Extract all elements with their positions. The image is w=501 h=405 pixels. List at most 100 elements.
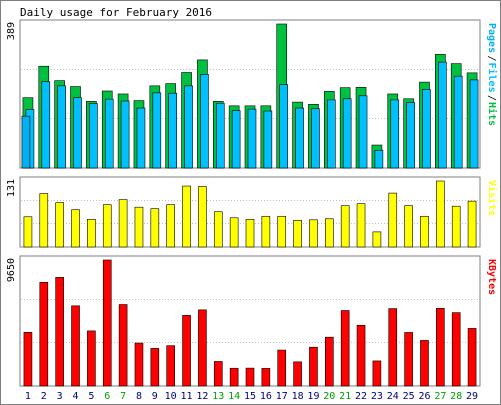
bar-kbytes-day-16 bbox=[261, 368, 271, 387]
bar-kbytes-day-15 bbox=[245, 367, 255, 387]
x-tick-label-day-12: 12 bbox=[196, 391, 208, 402]
bar-files-day-23 bbox=[374, 149, 384, 169]
bar-files-day-14 bbox=[231, 110, 241, 169]
bar-visits-day-20 bbox=[325, 218, 334, 248]
bar-files-day-8 bbox=[136, 107, 146, 169]
bar-visits-day-21 bbox=[340, 205, 350, 248]
bar-kbytes-day-29 bbox=[467, 328, 477, 387]
bar-files-day-6 bbox=[104, 98, 114, 169]
x-tick-label-day-9: 9 bbox=[152, 391, 158, 402]
bar-files-day-12 bbox=[200, 74, 209, 169]
legend-hits: Hits bbox=[486, 102, 498, 126]
bar-visits-day-7 bbox=[118, 199, 128, 248]
bar-kbytes-day-19 bbox=[309, 346, 318, 387]
bar-visits-day-19 bbox=[309, 219, 318, 248]
x-tick-label-day-27: 27 bbox=[434, 391, 446, 402]
bar-kbytes-day-18 bbox=[293, 361, 302, 387]
bar-files-day-9 bbox=[152, 92, 162, 169]
bar-visits-day-14 bbox=[229, 217, 239, 248]
bar-kbytes-day-28 bbox=[451, 312, 461, 387]
bar-visits-day-11 bbox=[182, 185, 191, 248]
legend-visits: Visits bbox=[486, 180, 498, 216]
x-tick-label-day-15: 15 bbox=[244, 391, 256, 402]
bar-kbytes-day-1 bbox=[23, 332, 33, 387]
bar-files-day-16 bbox=[263, 110, 273, 169]
bar-visits-day-26 bbox=[420, 215, 429, 248]
bar-visits-day-12 bbox=[198, 186, 207, 248]
x-tick-label-day-29: 29 bbox=[466, 391, 478, 402]
legend-kbytes: KBytes bbox=[486, 259, 497, 295]
x-tick-label-day-5: 5 bbox=[88, 391, 94, 402]
bar-kbytes-day-23 bbox=[372, 360, 382, 387]
bar-visits-day-5 bbox=[87, 218, 96, 248]
bar-visits-day-17 bbox=[277, 215, 287, 248]
bar-visits-day-9 bbox=[150, 208, 160, 248]
y-max-label-kbytes: 9650 bbox=[6, 258, 17, 282]
x-tick-label-day-2: 2 bbox=[41, 391, 47, 402]
x-tick-label-day-10: 10 bbox=[165, 391, 177, 402]
bar-visits-day-3 bbox=[55, 202, 64, 248]
bar-kbytes-day-14 bbox=[229, 367, 239, 387]
bar-visits-day-29 bbox=[467, 200, 477, 248]
bar-visits-day-16 bbox=[261, 215, 271, 248]
bar-kbytes-day-20 bbox=[325, 336, 334, 387]
bar-kbytes-day-12 bbox=[198, 309, 207, 387]
bar-visits-day-4 bbox=[71, 209, 80, 248]
x-tick-label-day-4: 4 bbox=[73, 391, 79, 402]
bar-files-day-25 bbox=[406, 102, 415, 169]
x-tick-label-day-26: 26 bbox=[418, 391, 430, 402]
bar-kbytes-day-11 bbox=[182, 315, 191, 387]
x-tick-label-day-11: 11 bbox=[181, 391, 193, 402]
x-tick-label-day-13: 13 bbox=[212, 391, 224, 402]
bar-files-day-7 bbox=[120, 100, 130, 169]
y-max-label-visits: 131 bbox=[6, 179, 17, 197]
x-tick-label-day-6: 6 bbox=[104, 391, 110, 402]
x-tick-label-day-21: 21 bbox=[339, 391, 351, 402]
y-max-label-hits-files-pages: 389 bbox=[6, 22, 17, 40]
bar-files-day-27 bbox=[438, 61, 447, 169]
bar-kbytes-day-26 bbox=[420, 340, 429, 387]
bar-visits-day-25 bbox=[404, 205, 413, 248]
bar-pages-day-1 bbox=[21, 115, 31, 169]
bar-kbytes-day-5 bbox=[87, 330, 96, 387]
bar-visits-day-13 bbox=[213, 211, 223, 248]
bar-files-day-21 bbox=[342, 98, 352, 169]
bar-files-day-29 bbox=[469, 79, 479, 169]
bar-kbytes-day-21 bbox=[340, 310, 350, 387]
bar-kbytes-day-22 bbox=[356, 324, 366, 387]
bar-kbytes-day-3 bbox=[55, 277, 64, 387]
bar-visits-day-24 bbox=[388, 192, 398, 248]
bar-kbytes-day-10 bbox=[166, 345, 175, 387]
x-tick-label-day-19: 19 bbox=[307, 391, 319, 402]
bar-files-day-18 bbox=[295, 107, 304, 169]
bar-kbytes-day-8 bbox=[134, 342, 144, 387]
bar-visits-day-8 bbox=[134, 206, 144, 248]
bar-kbytes-day-2 bbox=[39, 282, 49, 387]
x-tick-label-day-25: 25 bbox=[403, 391, 415, 402]
bar-files-day-5 bbox=[89, 103, 98, 169]
bar-visits-day-15 bbox=[245, 218, 255, 248]
bar-visits-day-2 bbox=[39, 193, 49, 248]
bar-files-day-19 bbox=[311, 108, 320, 169]
legend-separator: / bbox=[486, 56, 497, 62]
x-tick-label-day-7: 7 bbox=[120, 391, 126, 402]
legend-separator: / bbox=[486, 95, 497, 101]
x-tick-label-day-17: 17 bbox=[276, 391, 288, 402]
bar-kbytes-day-13 bbox=[213, 361, 223, 387]
legend-files: Files bbox=[486, 63, 498, 93]
bar-kbytes-day-24 bbox=[388, 308, 398, 387]
bar-kbytes-day-27 bbox=[436, 308, 445, 387]
legend-pages: Pages bbox=[486, 23, 497, 53]
x-tick-label-day-8: 8 bbox=[136, 391, 142, 402]
bar-kbytes-day-25 bbox=[404, 332, 413, 387]
bar-visits-day-1 bbox=[23, 216, 33, 248]
bar-visits-day-28 bbox=[451, 205, 461, 248]
chart-title: Daily usage for February 2016 bbox=[20, 6, 212, 19]
bar-files-day-13 bbox=[215, 102, 225, 169]
bar-visits-day-23 bbox=[372, 231, 382, 248]
bar-visits-day-18 bbox=[293, 219, 302, 248]
bar-kbytes-day-17 bbox=[277, 349, 287, 387]
bar-files-day-22 bbox=[358, 95, 368, 169]
bar-visits-day-6 bbox=[102, 204, 112, 248]
